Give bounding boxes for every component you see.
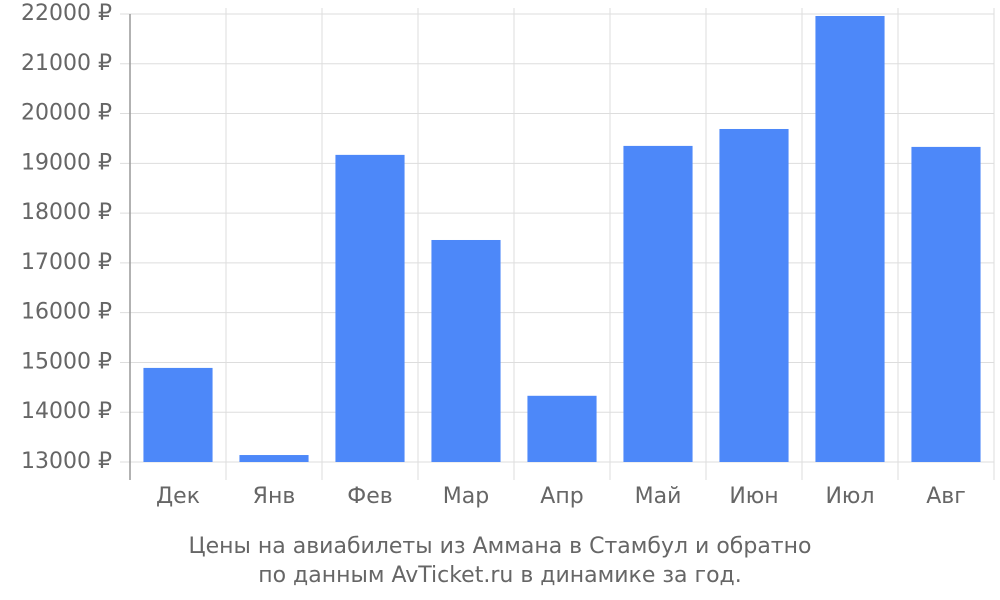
y-tick-label: 14000 ₽ [21, 399, 112, 424]
x-tick-label: Дек [156, 484, 200, 509]
y-tick-label: 21000 ₽ [21, 51, 112, 76]
y-tick-label: 22000 ₽ [21, 1, 112, 26]
y-tick-label: 13000 ₽ [21, 449, 112, 474]
chart-subtitle: по данным AvTicket.ru в динамике за год. [258, 563, 742, 588]
y-tick-label: 16000 ₽ [21, 300, 112, 325]
y-tick-label: 18000 ₽ [21, 200, 112, 225]
y-tick-label: 15000 ₽ [21, 349, 112, 374]
bar [431, 239, 501, 462]
bar [143, 367, 213, 462]
bar [719, 128, 789, 462]
y-tick-label: 20000 ₽ [21, 101, 112, 126]
x-tick-label: Фев [347, 484, 392, 509]
x-tick-label: Май [635, 484, 682, 509]
x-tick-label: Янв [253, 484, 296, 509]
y-tick-label: 19000 ₽ [21, 150, 112, 175]
chart-title: Цены на авиабилеты из Аммана в Стамбул и… [189, 534, 812, 559]
bar [911, 146, 981, 462]
x-tick-label: Июл [825, 484, 874, 509]
bar [239, 455, 309, 462]
bar [335, 154, 405, 463]
x-tick-label: Апр [540, 484, 583, 509]
x-tick-label: Июн [729, 484, 778, 509]
bar [623, 145, 693, 462]
bar [815, 15, 885, 462]
x-tick-label: Мар [443, 484, 489, 509]
x-tick-label: Авг [926, 484, 966, 509]
y-tick-label: 17000 ₽ [21, 250, 112, 275]
bar [527, 395, 597, 462]
